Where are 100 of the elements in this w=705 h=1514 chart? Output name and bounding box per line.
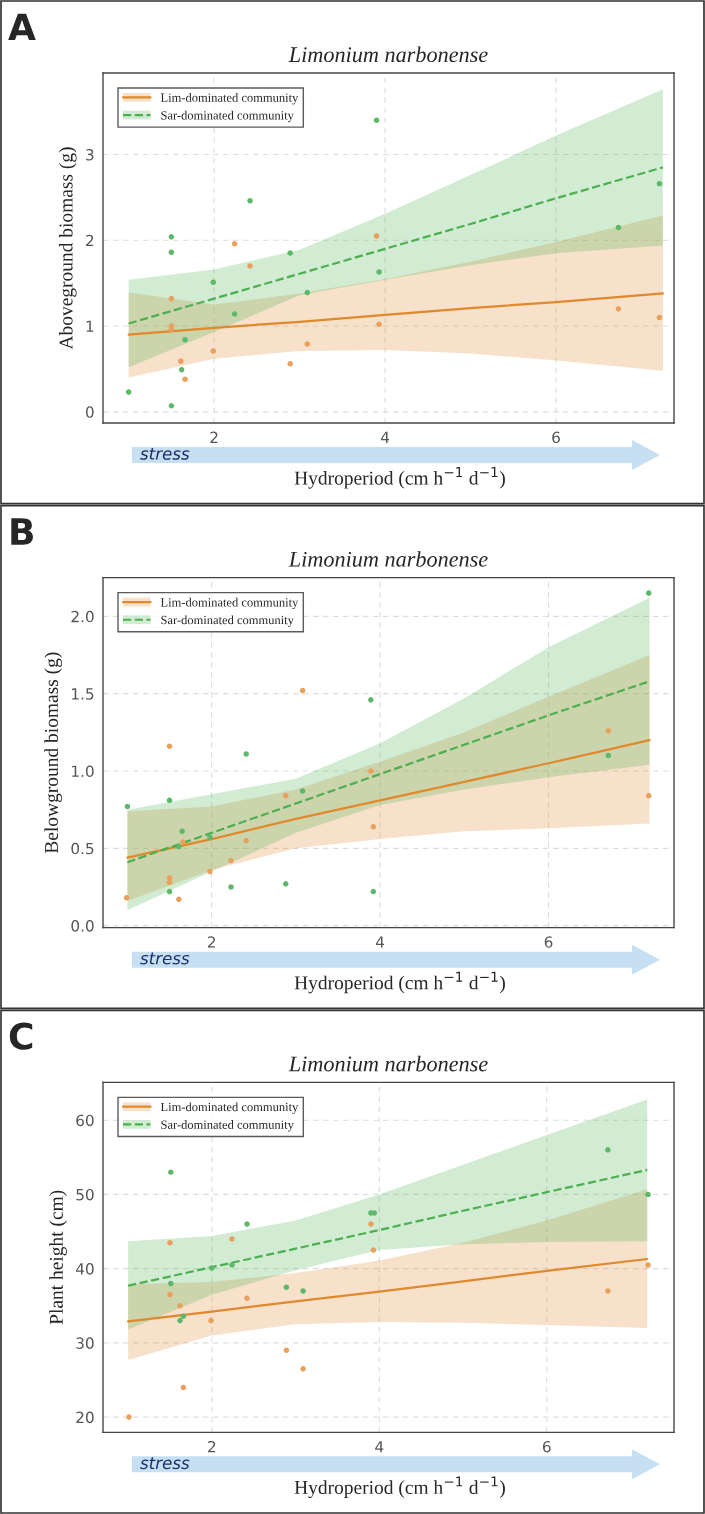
y-axis-title: Aboveground biomass (g) bbox=[58, 147, 77, 350]
point bbox=[207, 868, 213, 875]
point bbox=[368, 697, 374, 703]
point bbox=[231, 240, 238, 247]
y-tick-label: 20 bbox=[76, 1411, 94, 1424]
text: C bbox=[9, 1022, 33, 1050]
chart-title: Limonium narbonense bbox=[288, 46, 488, 63]
point bbox=[605, 1288, 611, 1294]
point bbox=[304, 341, 311, 347]
y-tick-label: 0.5 bbox=[71, 842, 94, 855]
y-axis-title: Belowground biomass (g) bbox=[44, 652, 63, 854]
point bbox=[645, 590, 652, 596]
x-tick-label: 2 bbox=[208, 1440, 216, 1453]
y-axis-title: Plant height (cm) bbox=[49, 1190, 67, 1325]
point bbox=[180, 1384, 187, 1391]
point bbox=[168, 249, 175, 256]
point bbox=[605, 728, 612, 734]
point bbox=[283, 1284, 290, 1290]
point bbox=[125, 389, 132, 395]
point bbox=[300, 1366, 306, 1372]
y-tick-label: 2 bbox=[86, 234, 94, 247]
y-tick-label: 0 bbox=[85, 406, 94, 418]
point bbox=[123, 895, 130, 901]
legend-label: Sar-dominated community bbox=[161, 615, 294, 627]
x-tick-label: 6 bbox=[544, 936, 553, 948]
point bbox=[167, 1239, 173, 1246]
y-tick-label: 60 bbox=[76, 1114, 94, 1127]
point bbox=[282, 881, 289, 887]
line-series bbox=[127, 166, 664, 325]
point bbox=[243, 751, 249, 757]
y-tick-label: 3 bbox=[86, 148, 94, 161]
point bbox=[210, 348, 217, 354]
y-tick-label: 1.5 bbox=[72, 688, 94, 700]
point bbox=[304, 289, 311, 296]
line-series bbox=[126, 738, 651, 859]
point bbox=[229, 1262, 235, 1268]
legend-label: Sar-dominated community bbox=[161, 1120, 294, 1132]
point bbox=[376, 321, 382, 328]
point bbox=[299, 687, 306, 694]
text: stress bbox=[140, 952, 190, 965]
point bbox=[210, 279, 217, 286]
y-tick-label: 1 bbox=[86, 320, 94, 332]
point bbox=[166, 888, 173, 895]
text: B bbox=[11, 518, 33, 545]
x-tick-label: 4 bbox=[375, 1441, 384, 1453]
y-tick-label: 30 bbox=[76, 1337, 94, 1349]
point bbox=[370, 888, 377, 895]
point bbox=[166, 743, 173, 750]
point bbox=[168, 1169, 174, 1175]
y-tick-label: 1.0 bbox=[72, 765, 94, 778]
point bbox=[645, 1262, 651, 1268]
point bbox=[166, 879, 173, 886]
point bbox=[605, 752, 612, 759]
point bbox=[180, 1313, 187, 1319]
point bbox=[182, 337, 188, 343]
x-tick-label: 2 bbox=[207, 936, 215, 948]
point bbox=[368, 1221, 374, 1227]
y-tick-label: 40 bbox=[75, 1263, 94, 1275]
point bbox=[615, 224, 622, 231]
point bbox=[124, 803, 131, 810]
point bbox=[615, 306, 622, 312]
point bbox=[244, 1295, 250, 1302]
x-tick-label: 2 bbox=[210, 431, 218, 443]
point bbox=[247, 263, 253, 269]
point bbox=[168, 234, 175, 240]
point bbox=[376, 269, 382, 275]
point bbox=[283, 1347, 290, 1354]
point bbox=[168, 403, 175, 409]
line-series bbox=[127, 1168, 649, 1287]
point bbox=[182, 376, 188, 383]
point bbox=[300, 1288, 306, 1294]
x-tick-label: 6 bbox=[542, 1440, 551, 1453]
x-axis-title: Hydroperiod (cm h$^{−1}$ d$^{−1}$) bbox=[294, 467, 505, 489]
text: stress bbox=[140, 447, 190, 460]
point bbox=[166, 874, 173, 881]
point bbox=[207, 834, 213, 841]
point bbox=[231, 311, 238, 317]
point bbox=[371, 1210, 378, 1216]
text: A bbox=[8, 13, 36, 40]
point bbox=[373, 233, 380, 239]
point bbox=[168, 295, 175, 302]
x-axis-title: Hydroperiod (cm h$^{−1}$ d$^{−1}$) bbox=[294, 1476, 505, 1499]
point bbox=[208, 1317, 214, 1324]
point bbox=[247, 198, 253, 204]
chart-title: Limonium narbonense bbox=[288, 551, 488, 567]
point bbox=[656, 180, 663, 187]
text: stress bbox=[140, 1457, 190, 1470]
point bbox=[178, 358, 184, 365]
chart-title: Limonium narbonense bbox=[288, 1055, 488, 1072]
point bbox=[179, 828, 185, 835]
point bbox=[243, 837, 249, 844]
x-tick-label: 4 bbox=[380, 431, 390, 443]
y-tick-label: 50 bbox=[76, 1188, 94, 1201]
point bbox=[287, 250, 293, 256]
x-axis-title: Hydroperiod (cm h$^{−1}$ d$^{−1}$) bbox=[294, 971, 505, 994]
point bbox=[168, 1280, 174, 1287]
point bbox=[228, 857, 234, 864]
x-tick-label: 4 bbox=[375, 936, 385, 948]
point bbox=[373, 117, 380, 123]
point bbox=[176, 844, 182, 850]
